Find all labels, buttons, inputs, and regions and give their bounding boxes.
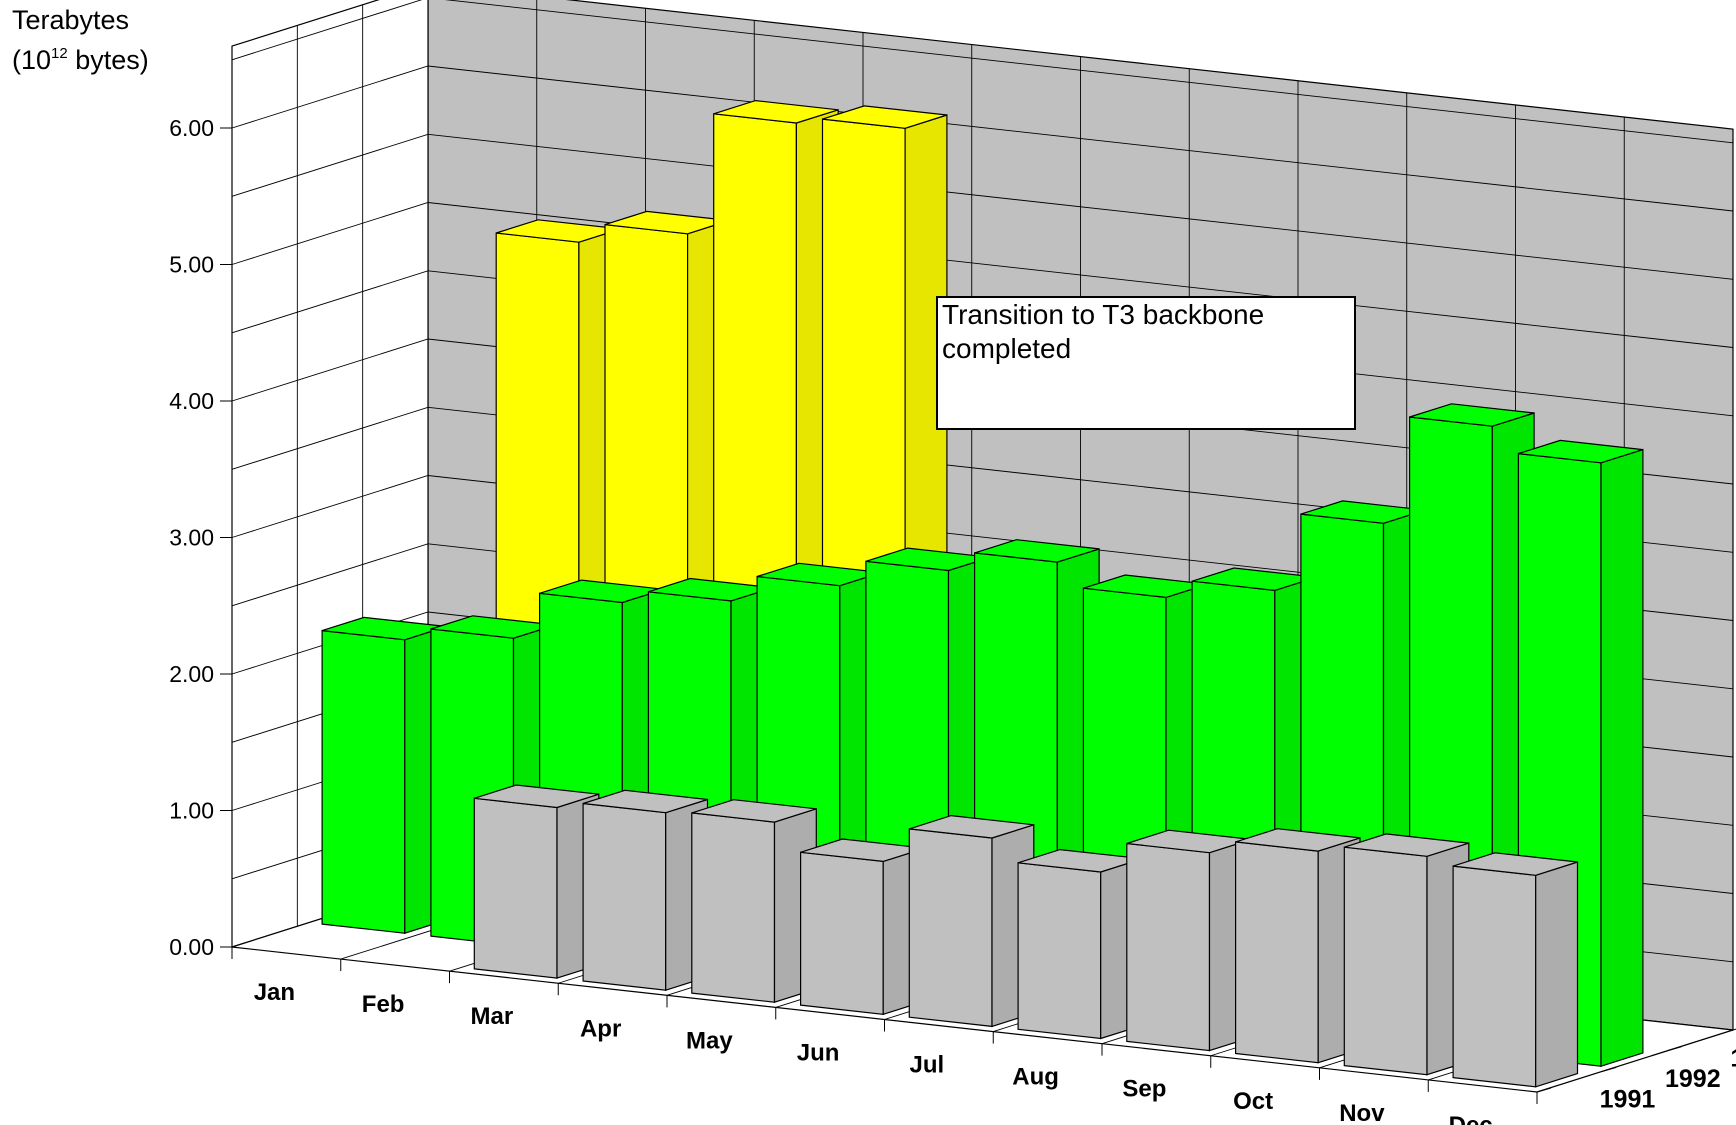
x-tick-label: Dec [1449, 1112, 1493, 1125]
bar-front [473, 797, 558, 979]
bar-1991-Aug [1017, 848, 1144, 1040]
bar-1991-Apr [582, 789, 709, 992]
x-tick-label: Jul [910, 1052, 945, 1079]
series-label-1991: 1991 [1600, 1086, 1656, 1114]
x-tick-label: Aug [1012, 1064, 1059, 1091]
x-tick-label: Oct [1233, 1088, 1273, 1115]
x-tick-label: Mar [471, 1003, 514, 1030]
y-axis-title-line1: Terabytes [12, 5, 130, 35]
bar-front [691, 812, 776, 1003]
z-tick [1732, 1028, 1736, 1031]
annotation-box: Transition to T3 backbone completed [936, 296, 1356, 430]
bar-front [1452, 865, 1537, 1088]
bar-front [582, 802, 667, 991]
bar-side [1600, 448, 1644, 1068]
y-tick-label: 3.00 [169, 525, 214, 551]
bar-front [1017, 862, 1102, 1040]
z-tick [1602, 1066, 1617, 1072]
x-tick-label: Jan [254, 979, 295, 1006]
axes [220, 127, 1736, 1104]
y-tick-label: 1.00 [169, 798, 214, 824]
bar-front [321, 629, 406, 934]
bar-front [1234, 841, 1319, 1064]
bar-top [474, 784, 599, 809]
bar-front [1343, 846, 1428, 1076]
bar-top [713, 99, 839, 124]
bar-1991-Mar [473, 784, 600, 979]
bar-top [1409, 403, 1535, 427]
x-tick-label: Nov [1339, 1100, 1385, 1125]
y-axis-title: Terabytes (1012 bytes) [12, 4, 149, 77]
bar-1991-Dec [1452, 852, 1579, 1088]
bar-top [909, 814, 1034, 839]
bar-side [1535, 861, 1579, 1088]
bar-1991-Nov [1343, 833, 1470, 1076]
bar-top [1452, 852, 1578, 876]
bar-1991-Sep [1126, 829, 1252, 1052]
bar-1991-May [691, 799, 817, 1004]
bar-top [582, 789, 708, 814]
bar-top [1518, 439, 1644, 464]
x-tick-label: Feb [362, 991, 405, 1018]
y-tick-label: 0.00 [169, 934, 214, 960]
z-tick [1536, 1087, 1552, 1093]
y-tick-label: 6.00 [169, 115, 214, 141]
bar-top [822, 105, 948, 129]
bar-top [1235, 828, 1361, 852]
bar-1991-Jul [908, 814, 1035, 1028]
bar-1991-Oct [1234, 828, 1361, 1064]
bar-top [1344, 833, 1469, 857]
bar-1991-Jun [799, 838, 926, 1016]
bar-front [799, 851, 884, 1015]
annotation-text: Transition to T3 backbone completed [942, 299, 1265, 364]
bar-front [1126, 842, 1211, 1052]
bar-1992-Jan [321, 616, 448, 935]
bar-front [908, 828, 993, 1028]
x-tick-label: Sep [1122, 1076, 1166, 1103]
x-tick-label: Apr [580, 1015, 621, 1042]
y-axis-title-line2: (1012 bytes) [12, 45, 149, 75]
y-tick-label: 4.00 [169, 388, 214, 414]
bar-top [974, 539, 1100, 563]
bar-top [691, 799, 817, 823]
x-tick-label: Jun [797, 1039, 840, 1066]
series-label-1992: 1992 [1665, 1065, 1721, 1093]
y-tick-label: 2.00 [169, 661, 214, 687]
z-tick [1667, 1046, 1682, 1052]
x-tick-label: May [686, 1027, 733, 1054]
series-label-1993: 1993 [1730, 1044, 1736, 1072]
axis-labels: 0.00 1.00 2.00 3.00 4.00 5.00 6.00 Jan Feb Mar Apr… [169, 115, 1736, 1125]
y-tick-label: 5.00 [169, 252, 214, 278]
